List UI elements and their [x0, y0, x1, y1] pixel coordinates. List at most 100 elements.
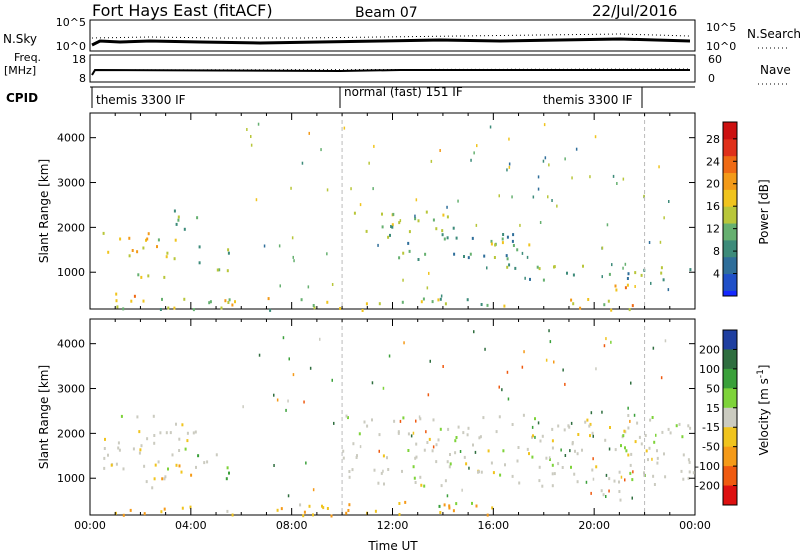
power-cell	[146, 237, 149, 241]
sky-left-label: N.Sky	[3, 32, 37, 46]
power-speckle	[606, 223, 609, 227]
velocity-cell	[178, 464, 181, 468]
velocity-cell	[423, 484, 426, 488]
velocity-speckle	[305, 461, 307, 465]
velocity-cell	[687, 424, 690, 428]
sky-right-tick-bottom: 10^0	[706, 40, 736, 53]
velocity-speckle	[534, 435, 536, 439]
power-cell	[603, 303, 606, 307]
power-cell	[490, 242, 493, 246]
velocity-speckle	[624, 478, 626, 482]
velocity-speckle	[319, 337, 321, 341]
velocity-cell	[462, 431, 465, 435]
velocity-cell	[467, 426, 470, 430]
power-cell	[269, 308, 272, 312]
velocity-speckle	[590, 411, 593, 415]
velocity-cell	[161, 477, 164, 481]
velocity-cell	[631, 478, 634, 482]
power-cell	[163, 275, 166, 279]
velocity-cell	[591, 431, 594, 435]
velocity-cell	[197, 454, 200, 458]
x-tick-label: 20:00	[578, 519, 610, 532]
velocity-cell	[644, 434, 647, 437]
power-cell	[572, 302, 575, 306]
power-panel: 1000 2000 3000 4000 Slant Range [km]	[37, 112, 696, 312]
power-cell	[312, 304, 315, 307]
power-cell	[469, 252, 472, 256]
velocity-speckle	[273, 464, 275, 467]
power-speckle	[331, 283, 334, 286]
velocity-speckle	[620, 475, 623, 479]
velocity-cell	[504, 463, 506, 467]
power-cell	[267, 297, 270, 301]
power-colorbar-segment	[723, 150, 737, 157]
power-colorbar: Power [dB] 4 8 12 16 20 24 28	[706, 121, 771, 297]
velocity-speckle	[592, 434, 594, 438]
velocity-cell	[138, 451, 141, 455]
time-axis-label: Time UT	[367, 539, 418, 553]
power-cell	[505, 254, 508, 258]
power-colorbar-segment	[723, 262, 737, 269]
power-cell	[208, 301, 211, 305]
velocity-cell	[687, 458, 690, 462]
velocity-colorbar-segment	[723, 388, 737, 409]
velocity-speckle	[292, 373, 295, 377]
power-cell	[466, 298, 469, 302]
velocity-cell	[397, 431, 400, 435]
velocity-speckle	[570, 421, 573, 425]
velocity-cell	[604, 438, 607, 442]
power-speckle	[250, 143, 253, 147]
velocity-cell	[117, 446, 120, 450]
power-colorbar-segment	[723, 223, 737, 230]
power-speckle	[377, 243, 379, 247]
power-cell	[192, 308, 195, 312]
velocity-cell	[146, 437, 149, 441]
power-cell	[624, 286, 627, 290]
power-colorbar-segment	[723, 251, 737, 258]
power-cell	[441, 233, 444, 237]
power-colorbar-segment	[723, 178, 737, 185]
velocity-cell	[140, 444, 143, 448]
velocity-cell	[169, 431, 172, 435]
power-colorbar-segment	[723, 200, 737, 207]
velocity-speckle	[630, 381, 632, 385]
velocity-speckle	[331, 378, 333, 382]
velocity-cell	[431, 449, 434, 453]
power-speckle	[524, 276, 526, 280]
power-cell	[165, 255, 168, 259]
y-tick-label: 4000	[57, 132, 85, 145]
velocity-cell	[414, 456, 417, 460]
velocity-speckle	[592, 477, 595, 481]
power-cell	[389, 233, 391, 237]
x-tick-label: 16:00	[477, 519, 509, 532]
power-colorbar-segment	[723, 172, 737, 179]
velocity-colorbar-tick-label: 15	[706, 402, 720, 415]
power-cell	[392, 212, 395, 216]
power-speckle	[571, 176, 573, 180]
power-speckle	[440, 294, 443, 298]
power-speckle	[390, 225, 392, 228]
power-cell	[471, 236, 474, 240]
velocity-speckle	[415, 419, 417, 423]
power-cell	[159, 308, 162, 311]
velocity-colorbar-tick-label: 200	[699, 343, 720, 356]
velocity-colorbar-frame	[722, 329, 738, 506]
velocity-speckle	[382, 469, 384, 473]
velocity-cell	[303, 510, 306, 514]
velocity-cell	[498, 415, 501, 419]
power-colorbar-segment	[723, 206, 737, 213]
velocity-cell	[692, 471, 695, 475]
velocity-cell	[163, 477, 166, 481]
velocity-cell	[356, 454, 358, 458]
velocity-cell	[407, 449, 410, 452]
velocity-cell	[576, 452, 579, 456]
velocity-cell	[225, 477, 228, 481]
power-colorbar-segment	[723, 239, 737, 246]
power-speckle	[415, 198, 418, 202]
power-colorbar-segment	[723, 273, 737, 280]
velocity-cell	[619, 498, 622, 502]
power-speckle	[539, 221, 542, 224]
velocity-speckle	[564, 454, 567, 457]
power-speckle	[290, 186, 292, 190]
power-cell	[502, 233, 505, 236]
